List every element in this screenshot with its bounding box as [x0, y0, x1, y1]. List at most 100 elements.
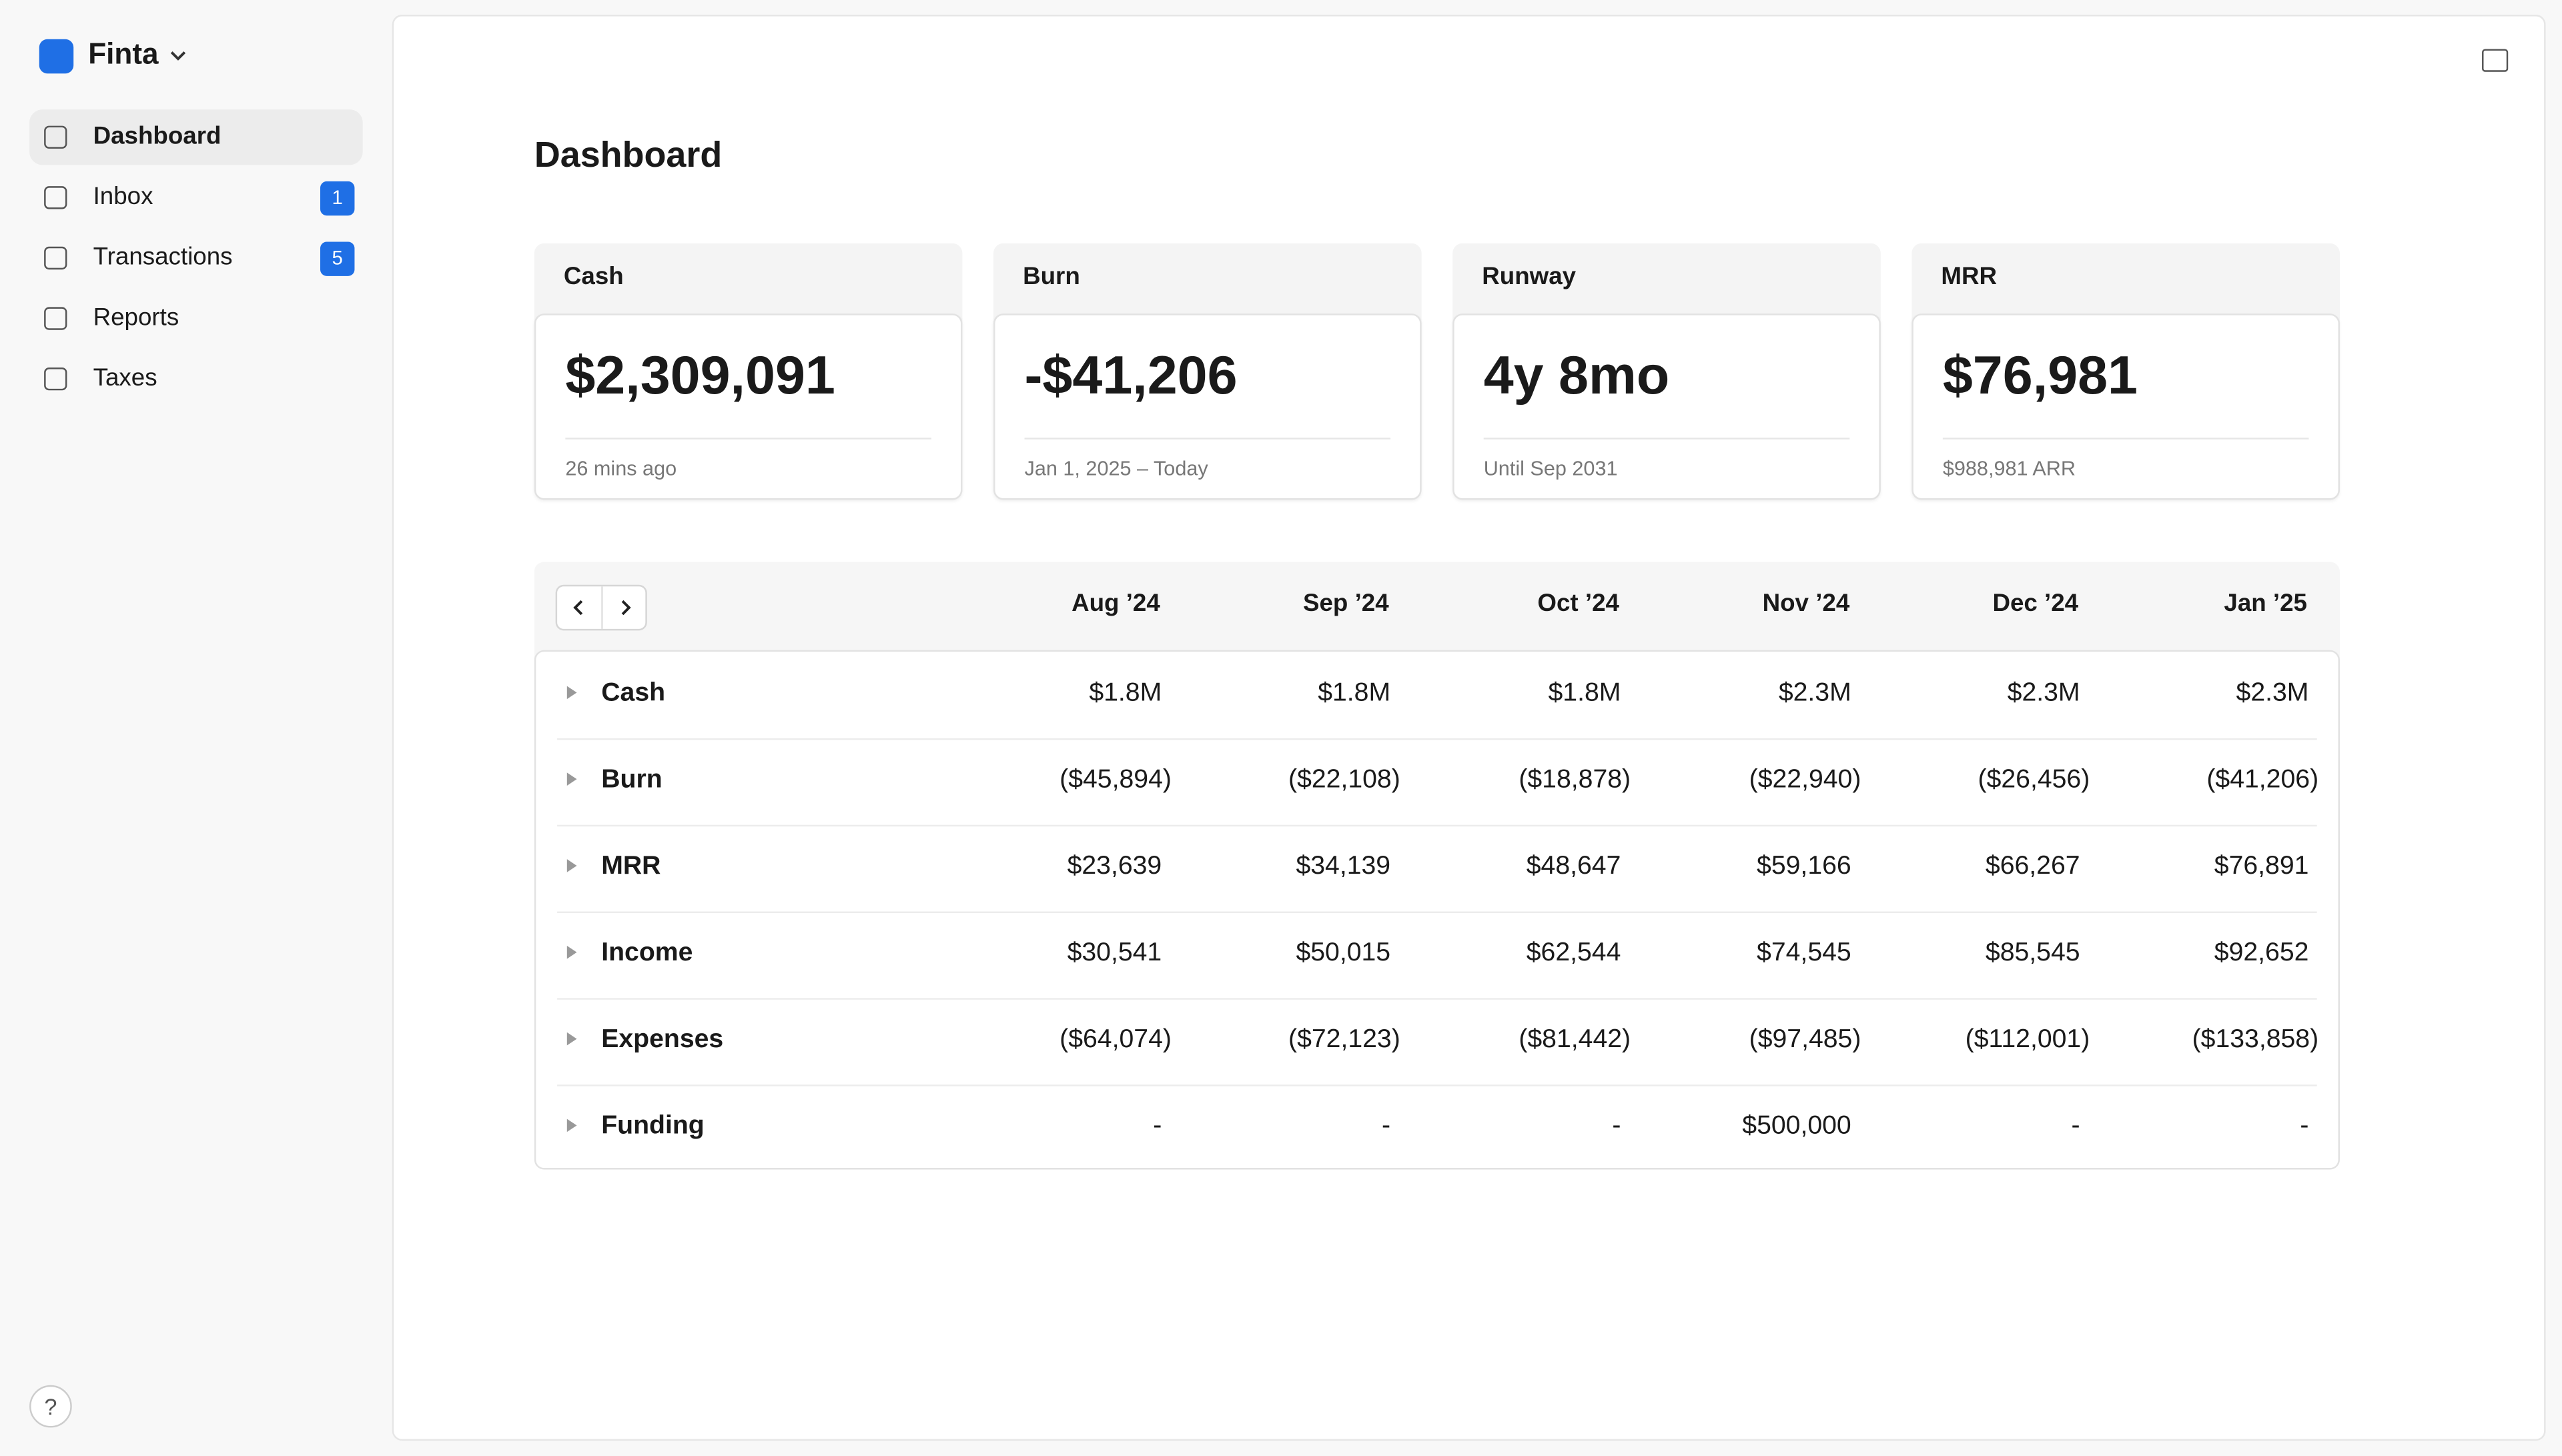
column-header: Sep ’24 [1303, 590, 1389, 618]
sidebar-toggle[interactable] [2482, 49, 2509, 72]
table-cell: ($81,442) [1519, 1025, 1631, 1054]
nav-label: Taxes [93, 364, 157, 392]
table-row: MRR $23,639 $34,139 $48,647 $59,166 $66,267 $7… [557, 825, 2317, 913]
card-value: -$41,206 [1024, 344, 1238, 406]
card-note: $988,981 ARR [1942, 457, 2076, 481]
divider [565, 438, 931, 440]
metric-card: MRR $76,981 $988,981 ARR [1911, 243, 2340, 500]
nav-item[interactable]: Dashboard [29, 109, 363, 165]
card-label: MRR [1941, 263, 1998, 291]
nav-icon [44, 125, 67, 149]
table-cell: ($97,485) [1749, 1025, 1861, 1054]
table-cell: ($41,206) [2206, 766, 2319, 794]
column-header: Aug ’24 [1072, 590, 1160, 618]
table-cell: $30,541 [1067, 939, 1162, 967]
metric-card: Burn -$41,206 Jan 1, 2025 – Today [993, 243, 1422, 500]
row-label: Burn [601, 766, 663, 794]
row-label: Cash [601, 679, 666, 708]
row-label: Funding [601, 1112, 705, 1141]
nav-badge: 5 [320, 241, 355, 276]
table-cell: $50,015 [1296, 939, 1391, 967]
nav-label: Reports [93, 303, 179, 332]
nav-label: Inbox [93, 183, 153, 211]
divider [1942, 438, 2309, 440]
card-note: 26 mins ago [565, 457, 677, 481]
table-cell: $1.8M [1318, 679, 1391, 708]
row-label: MRR [601, 852, 661, 881]
prev-button[interactable] [557, 586, 601, 629]
table-cell: ($26,456) [1978, 766, 2090, 794]
expand-toggle[interactable] [566, 1032, 577, 1046]
table-cell: - [1382, 1112, 1391, 1141]
nav-icon [44, 368, 67, 391]
nav-item[interactable]: Transactions 5 [29, 230, 363, 285]
nav-item[interactable]: Reports [29, 291, 363, 346]
table-cell: $2.3M [2236, 679, 2309, 708]
table-cell: ($22,940) [1749, 766, 1861, 794]
expand-toggle[interactable] [566, 686, 577, 700]
metric-card: Runway 4y 8mo Until Sep 2031 [1452, 243, 1881, 500]
card-body: $2,309,091 26 mins ago [534, 313, 963, 500]
next-button[interactable] [601, 586, 647, 629]
column-header: Oct ’24 [1537, 590, 1619, 618]
card-body: -$41,206 Jan 1, 2025 – Today [993, 313, 1422, 500]
nav-icon [44, 186, 67, 209]
period-nav [555, 584, 647, 631]
table-cell: - [2071, 1112, 2080, 1141]
table-cell: - [2300, 1112, 2309, 1141]
table-row: Income $30,541 $50,015 $62,544 $74,545 $85,54… [557, 912, 2317, 1000]
table-cell: $92,652 [2214, 939, 2309, 967]
table-cell: $62,544 [1526, 939, 1621, 967]
metric-card: Cash $2,309,091 26 mins ago [534, 243, 963, 500]
brand-chevron[interactable] [168, 47, 187, 63]
table-cell: $66,267 [1985, 852, 2080, 881]
table-cell: - [1153, 1112, 1162, 1141]
divider [1024, 438, 1391, 440]
card-label: Burn [1023, 263, 1080, 291]
table-row: Funding - - - $500,000 - - [557, 1084, 2317, 1171]
nav-item[interactable]: Taxes [29, 351, 363, 407]
table-cell: $2.3M [1778, 679, 1851, 708]
expand-toggle[interactable] [566, 772, 577, 786]
card-label: Cash [563, 263, 624, 291]
table-cell: $1.8M [1548, 679, 1621, 708]
divider [1483, 438, 1850, 440]
nav-icon [44, 246, 67, 270]
table-cell: ($64,074) [1059, 1025, 1172, 1054]
table-cell: ($18,878) [1519, 766, 1631, 794]
expand-toggle[interactable] [566, 859, 577, 872]
card-body: 4y 8mo Until Sep 2031 [1452, 313, 1881, 500]
card-note: Until Sep 2031 [1483, 457, 1618, 481]
brand[interactable]: Finta [88, 37, 159, 71]
expand-toggle[interactable] [566, 945, 577, 959]
table-cell: $500,000 [1742, 1112, 1851, 1141]
table-cell: ($133,858) [2192, 1025, 2319, 1054]
table-body: Cash $1.8M $1.8M $1.8M $2.3M $2.3M $2.3M Burn ($… [534, 650, 2340, 1170]
table-row: Burn ($45,894) ($22,108) ($18,878) ($22,940)… [557, 738, 2319, 827]
nav-label: Transactions [93, 243, 233, 271]
column-header: Dec ’24 [1992, 590, 2079, 618]
nav-icon [44, 307, 67, 330]
row-label: Income [601, 939, 693, 967]
nav-item[interactable]: Inbox 1 [29, 170, 363, 225]
table-cell: $85,545 [1985, 939, 2080, 967]
help-button[interactable]: ? [29, 1385, 72, 1428]
card-value: 4y 8mo [1483, 344, 1670, 406]
table-row: Cash $1.8M $1.8M $1.8M $2.3M $2.3M $2.3M [557, 652, 2317, 740]
table-row: Expenses ($64,074) ($72,123) ($81,442) ($97,… [557, 998, 2319, 1086]
table-cell: ($45,894) [1059, 766, 1172, 794]
card-label: Runway [1482, 263, 1577, 291]
table-cell: $74,545 [1757, 939, 1851, 967]
table-cell: $59,166 [1757, 852, 1851, 881]
table-cell: - [1612, 1112, 1621, 1141]
table-cell: $48,647 [1526, 852, 1621, 881]
table-cell: ($22,108) [1288, 766, 1400, 794]
card-note: Jan 1, 2025 – Today [1024, 457, 1208, 481]
expand-toggle[interactable] [566, 1119, 577, 1133]
table-cell: $23,639 [1067, 852, 1162, 881]
table-cell: $34,139 [1296, 852, 1391, 881]
table-cell: $76,891 [2214, 852, 2309, 881]
table-cell: $2.3M [2007, 679, 2080, 708]
